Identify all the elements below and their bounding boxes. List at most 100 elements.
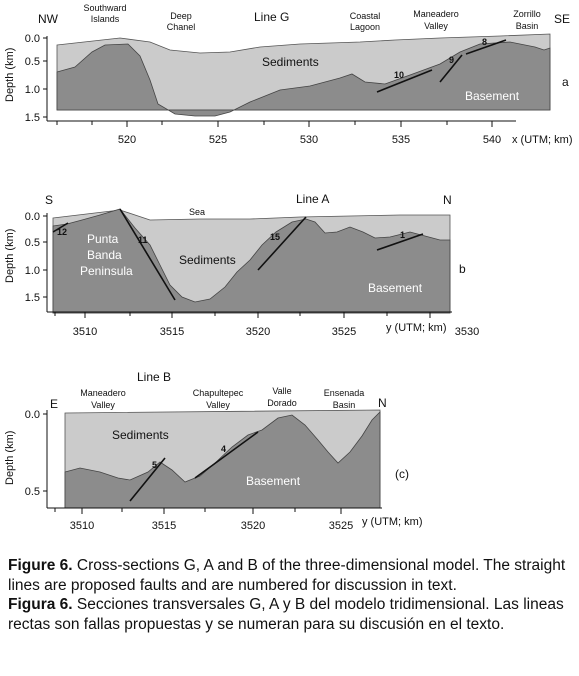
panel-c-y-axis-label: Depth (km) <box>4 431 16 485</box>
panel-b-fault-15 <box>257 216 307 271</box>
panel-c-y-tick: 0.0 <box>25 409 40 421</box>
panel-a-x-axis-label: x (UTM; km) <box>512 134 572 146</box>
panel-c-fault-label: 4 <box>221 444 226 454</box>
panel-a-line-title: Line G <box>254 10 289 24</box>
panel-c-x-tick: 3515 <box>152 520 176 532</box>
panel-b-sea-label: Sea <box>189 207 205 217</box>
panel-c-top-label: Dorado <box>267 398 297 408</box>
panel-a-y-axis-label: Depth (km) <box>4 48 16 102</box>
panel-c-fault-5 <box>129 457 166 502</box>
panel-c-top-label: Ensenada <box>324 388 365 398</box>
panel-c-x-tick: 3520 <box>241 520 265 532</box>
panel-a-x-tick: 520 <box>118 134 136 146</box>
panel-a-top-label: Maneadero <box>413 9 459 19</box>
panel-a-fault-9 <box>439 54 463 83</box>
panel-a-top-label: Basin <box>516 21 539 31</box>
caption-spanish-label: Figura 6. <box>8 596 73 613</box>
panel-a-left-label: NW <box>38 12 59 26</box>
panel-a-top-label: Chanel <box>167 22 196 32</box>
caption-english: Figure 6. Cross-sections G, A and B of t… <box>8 556 573 595</box>
panel-b-peninsula-label: Punta <box>87 232 119 246</box>
panel-a-basement-area <box>56 41 551 117</box>
panel-c-letter: (c) <box>395 467 409 481</box>
panel-c-top-label: Valle <box>272 386 291 396</box>
panel-a-top-label: Southward <box>83 3 126 13</box>
panel-a-right-label: SE <box>554 12 570 26</box>
panel-a: NW SE Line G Southward Islands Deep Chan… <box>4 3 572 146</box>
panel-c-y-tick: 0.5 <box>25 486 40 498</box>
panel-b-peninsula-label: Banda <box>87 248 122 262</box>
panel-b-x-tick: 3515 <box>160 326 184 338</box>
panel-b-sediments-label: Sediments <box>179 253 236 267</box>
panel-a-x-tick: 525 <box>209 134 227 146</box>
panel-b-x-tick: 3520 <box>246 326 270 338</box>
panel-a-y-tick: 1.0 <box>25 84 40 96</box>
panel-a-x-tick: 535 <box>392 134 410 146</box>
panel-b-y-tick: 0.0 <box>25 211 40 223</box>
caption-spanish: Figura 6. Secciones transversales G, A y… <box>8 595 573 634</box>
panel-a-top-label: Coastal <box>350 11 381 21</box>
panel-c-top-label: Valley <box>206 400 230 410</box>
panel-a-basement-label: Basement <box>465 89 520 103</box>
panel-a-fault-8 <box>465 39 507 55</box>
panel-c-x-axis-label: y (UTM; km) <box>362 516 422 528</box>
panel-b-x-tick: 3510 <box>73 326 97 338</box>
panel-b-y-tick: 1.5 <box>25 292 40 304</box>
caption-english-text: Cross-sections G, A and B of the three-d… <box>8 557 566 594</box>
panel-b-basement-label: Basement <box>368 281 423 295</box>
panel-c-left-label: E <box>50 397 58 411</box>
panel-b-fault-label: 12 <box>57 227 67 237</box>
panel-a-fault-10 <box>376 69 433 93</box>
panel-c-top-label: Valley <box>91 400 115 410</box>
panel-b-fault-label: 1 <box>400 230 405 240</box>
panel-b-x-tick: 3525 <box>332 326 356 338</box>
panel-c-top-label: Basin <box>333 400 356 410</box>
panel-b-y-tick: 1.0 <box>25 265 40 277</box>
panel-a-y-tick: 0.0 <box>25 33 40 45</box>
panel-b-x-axis-label: y (UTM; km) <box>386 322 446 334</box>
panel-c-x-tick: 3510 <box>70 520 94 532</box>
panel-b-fault-1 <box>376 233 424 251</box>
panel-a-y-tick: 1.5 <box>25 112 40 124</box>
panel-a-fault-label: 8 <box>482 37 487 47</box>
panel-a-top-label: Valley <box>424 21 448 31</box>
panel-b-fault-label: 15 <box>270 232 280 242</box>
caption-english-label: Figure 6. <box>8 557 73 574</box>
panel-b-right-label: N <box>443 193 452 207</box>
panel-a-sediments-label: Sediments <box>262 55 319 69</box>
panel-a-x-tick: 530 <box>300 134 318 146</box>
panel-b-peninsula-label: Peninsula <box>80 264 133 278</box>
panel-c-fault-label: 5 <box>152 460 157 470</box>
panel-a-x-tick: 540 <box>483 134 501 146</box>
panel-a-top-label: Zorrillo <box>513 9 541 19</box>
panel-b-fault-11 <box>119 208 176 301</box>
panel-b-y-tick: 0.5 <box>25 237 40 249</box>
panel-b-letter: b <box>459 262 466 276</box>
panel-b-left-label: S <box>45 193 53 207</box>
panel-b-x-tick: 3530 <box>455 326 479 338</box>
panel-a-y-tick: 0.5 <box>25 56 40 68</box>
panel-c-x-tick: 3525 <box>329 520 353 532</box>
panel-a-letter: a <box>562 75 569 89</box>
panel-c-top-label: Maneadero <box>80 388 126 398</box>
panel-c-sediments-label: Sediments <box>112 428 169 442</box>
panel-a-top-label: Deep <box>170 11 192 21</box>
panel-a-top-label: Lagoon <box>350 22 380 32</box>
panel-a-fault-label: 9 <box>449 55 454 65</box>
panel-c-fault-4 <box>194 431 259 479</box>
panel-a-fault-label: 10 <box>394 70 404 80</box>
panel-b-fault-label: 11 <box>138 235 148 245</box>
panel-c: E N Line B Maneadero Valley Chapultepec … <box>4 370 422 532</box>
panel-b-fault-12 <box>52 222 69 233</box>
figure-caption: Figure 6. Cross-sections G, A and B of t… <box>8 556 573 634</box>
panel-b-line-title: Line A <box>296 192 329 206</box>
panel-a-top-label: Islands <box>91 14 120 24</box>
panel-c-top-label: Chapultepec <box>193 388 244 398</box>
panel-b-y-axis-label: Depth (km) <box>4 229 16 283</box>
caption-spanish-text: Secciones transversales G, A y B del mod… <box>8 596 564 633</box>
panel-c-right-label: N <box>378 396 387 410</box>
panel-c-basement-label: Basement <box>246 474 301 488</box>
panel-b: S N Line A Sea Punta Banda Peninsula Sed… <box>4 192 479 338</box>
panel-c-line-title: Line B <box>137 370 171 384</box>
